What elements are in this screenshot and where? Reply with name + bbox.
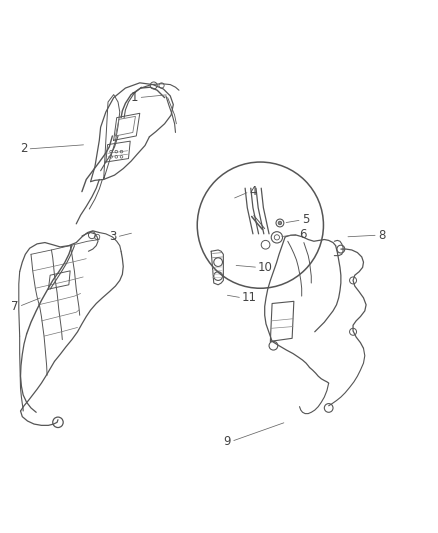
- Text: 6: 6: [299, 228, 306, 241]
- Text: 4: 4: [250, 185, 257, 198]
- Text: 3: 3: [110, 230, 117, 244]
- Text: 11: 11: [242, 292, 257, 304]
- Circle shape: [278, 221, 282, 225]
- Text: 10: 10: [258, 261, 273, 274]
- Text: 9: 9: [224, 435, 231, 448]
- Text: 5: 5: [302, 213, 309, 227]
- Text: 8: 8: [378, 229, 385, 241]
- Text: 1: 1: [131, 91, 138, 104]
- Text: 7: 7: [11, 300, 19, 313]
- Text: 2: 2: [20, 142, 28, 156]
